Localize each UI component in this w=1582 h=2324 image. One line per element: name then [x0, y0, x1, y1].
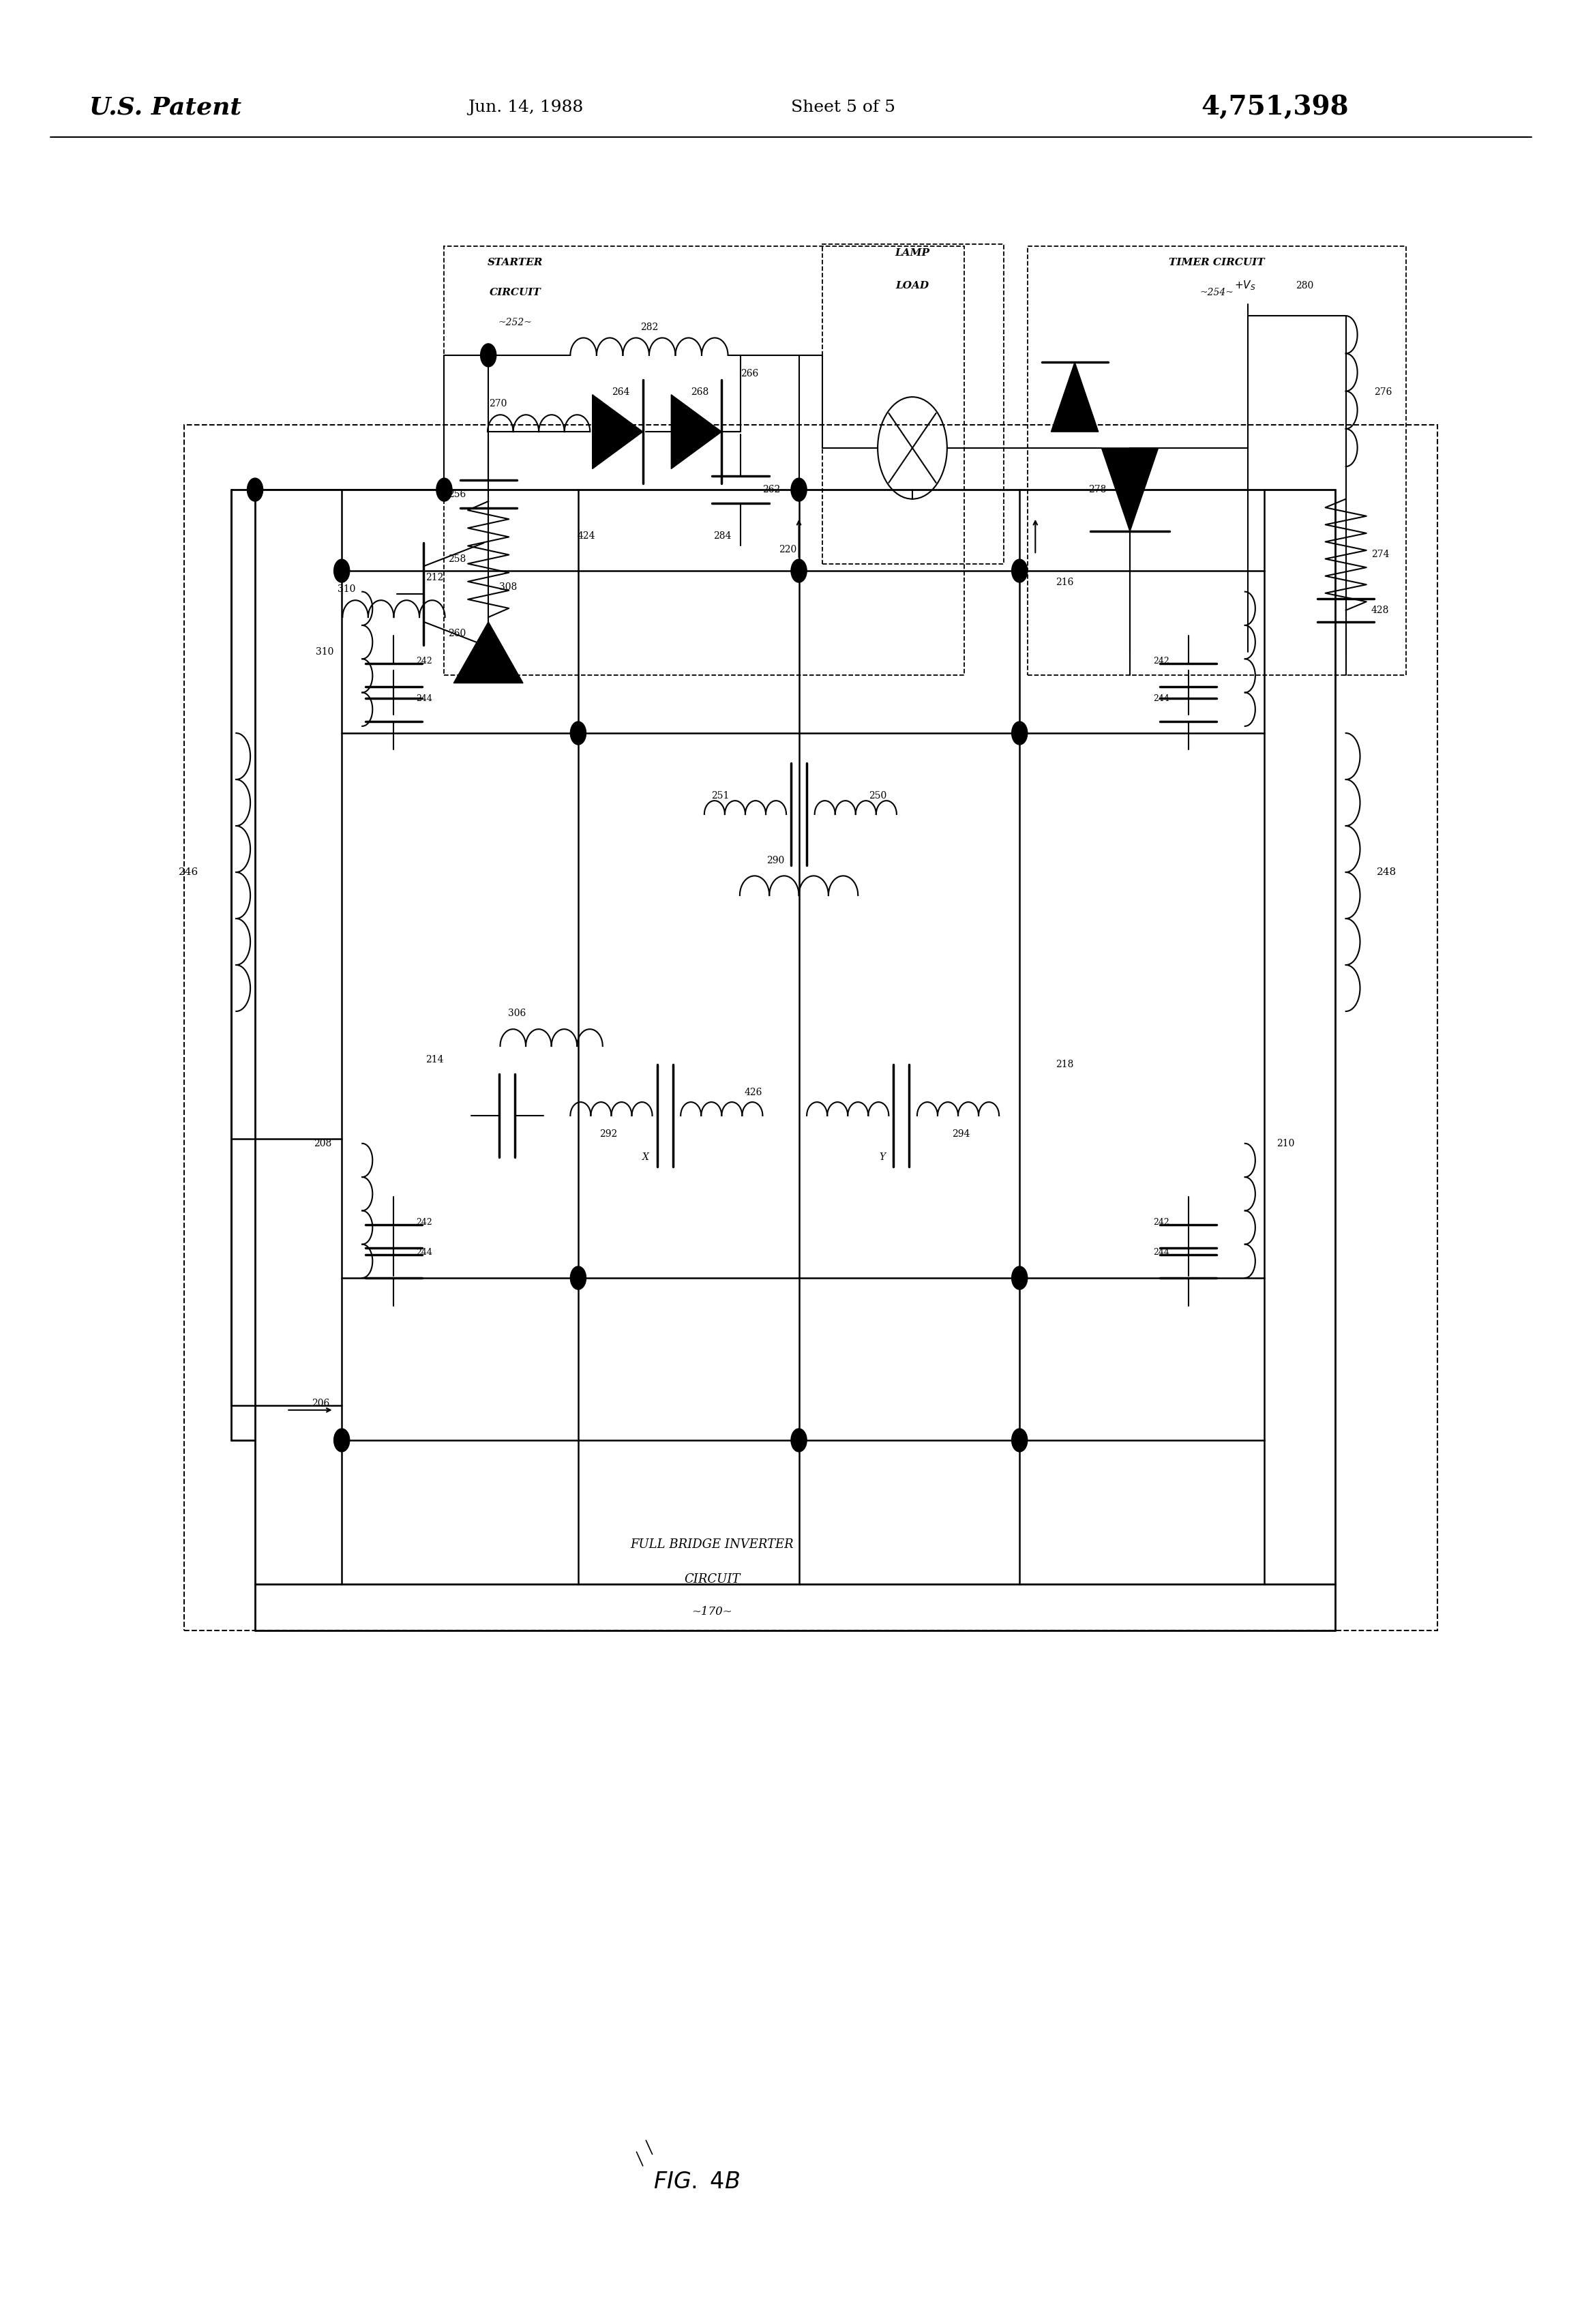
- Text: 266: 266: [740, 370, 758, 379]
- Text: 248: 248: [1376, 867, 1397, 876]
- Polygon shape: [592, 395, 642, 469]
- Text: 244: 244: [416, 1248, 432, 1257]
- Text: 216: 216: [1055, 579, 1074, 588]
- Circle shape: [571, 720, 585, 744]
- Text: CIRCUIT: CIRCUIT: [683, 1573, 740, 1585]
- Text: 4,751,398: 4,751,398: [1201, 95, 1348, 121]
- Text: 244: 244: [1153, 695, 1169, 702]
- Circle shape: [791, 560, 807, 583]
- Text: 282: 282: [641, 323, 658, 332]
- Text: 294: 294: [952, 1129, 970, 1139]
- Text: Jun. 14, 1988: Jun. 14, 1988: [468, 100, 584, 114]
- Text: 244: 244: [1153, 1248, 1169, 1257]
- Text: ~254~: ~254~: [1199, 288, 1234, 297]
- Text: 284: 284: [713, 532, 731, 541]
- Text: 246: 246: [179, 867, 199, 876]
- Text: 276: 276: [1375, 388, 1392, 397]
- Circle shape: [1011, 1267, 1027, 1290]
- Circle shape: [571, 1267, 585, 1290]
- Text: 264: 264: [612, 388, 630, 397]
- Text: 210: 210: [1277, 1139, 1294, 1148]
- Circle shape: [481, 344, 497, 367]
- Text: 218: 218: [1055, 1060, 1074, 1069]
- Text: 212: 212: [426, 574, 443, 583]
- Text: 426: 426: [744, 1088, 763, 1097]
- Bar: [823, 244, 1005, 565]
- Circle shape: [334, 1429, 350, 1452]
- Text: 262: 262: [763, 486, 780, 495]
- Text: 208: 208: [313, 1139, 331, 1148]
- Text: TIMER CIRCUIT: TIMER CIRCUIT: [1169, 258, 1264, 267]
- Text: 242: 242: [416, 658, 432, 665]
- Text: 310: 310: [337, 583, 356, 595]
- Text: 251: 251: [710, 790, 729, 799]
- Text: 242: 242: [1153, 1218, 1169, 1227]
- Text: 280: 280: [1296, 281, 1313, 290]
- Circle shape: [334, 560, 350, 583]
- Text: 206: 206: [312, 1399, 329, 1408]
- Text: 310: 310: [316, 646, 334, 658]
- Text: LOAD: LOAD: [895, 281, 929, 290]
- Text: 268: 268: [691, 388, 709, 397]
- Text: ~170~: ~170~: [691, 1606, 732, 1618]
- Circle shape: [1011, 720, 1027, 744]
- Text: 274: 274: [1372, 551, 1389, 560]
- Text: 256: 256: [448, 490, 467, 500]
- Text: 242: 242: [416, 1218, 432, 1227]
- Circle shape: [1011, 560, 1027, 583]
- Text: 260: 260: [448, 630, 467, 639]
- Text: 258: 258: [448, 555, 467, 565]
- Polygon shape: [671, 395, 721, 469]
- Text: CIRCUIT: CIRCUIT: [489, 288, 541, 297]
- Polygon shape: [454, 623, 524, 683]
- Text: 270: 270: [489, 400, 506, 409]
- Text: LAMP: LAMP: [895, 249, 930, 258]
- Polygon shape: [1050, 363, 1098, 432]
- Text: ~252~: ~252~: [498, 318, 532, 328]
- Text: 428: 428: [1372, 607, 1389, 616]
- Text: Sheet 5 of 5: Sheet 5 of 5: [791, 100, 895, 114]
- Text: 220: 220: [778, 546, 797, 555]
- Circle shape: [791, 1429, 807, 1452]
- Text: 244: 244: [416, 695, 432, 702]
- Text: 214: 214: [426, 1055, 443, 1064]
- Circle shape: [247, 479, 263, 502]
- Text: Y: Y: [880, 1153, 886, 1162]
- Text: U.S. Patent: U.S. Patent: [90, 95, 242, 119]
- Text: X: X: [642, 1153, 649, 1162]
- Text: 306: 306: [508, 1009, 525, 1018]
- Bar: [445, 246, 965, 676]
- Text: $\mathit{FIG.\ 4B}$: $\mathit{FIG.\ 4B}$: [653, 2171, 740, 2194]
- Text: 308: 308: [500, 583, 517, 593]
- Polygon shape: [1101, 449, 1158, 532]
- Text: $+V_S$: $+V_S$: [1234, 279, 1256, 293]
- Text: 424: 424: [577, 532, 595, 541]
- Circle shape: [1011, 1429, 1027, 1452]
- Text: 292: 292: [600, 1129, 617, 1139]
- Circle shape: [437, 479, 452, 502]
- Bar: [184, 425, 1438, 1631]
- Text: FULL BRIDGE INVERTER: FULL BRIDGE INVERTER: [631, 1538, 794, 1550]
- Bar: [1027, 246, 1406, 676]
- Text: 250: 250: [869, 790, 886, 799]
- Text: 242: 242: [1153, 658, 1169, 665]
- Circle shape: [791, 479, 807, 502]
- Text: STARTER: STARTER: [487, 258, 543, 267]
- Text: 278: 278: [1088, 486, 1106, 495]
- Text: 290: 290: [766, 855, 785, 865]
